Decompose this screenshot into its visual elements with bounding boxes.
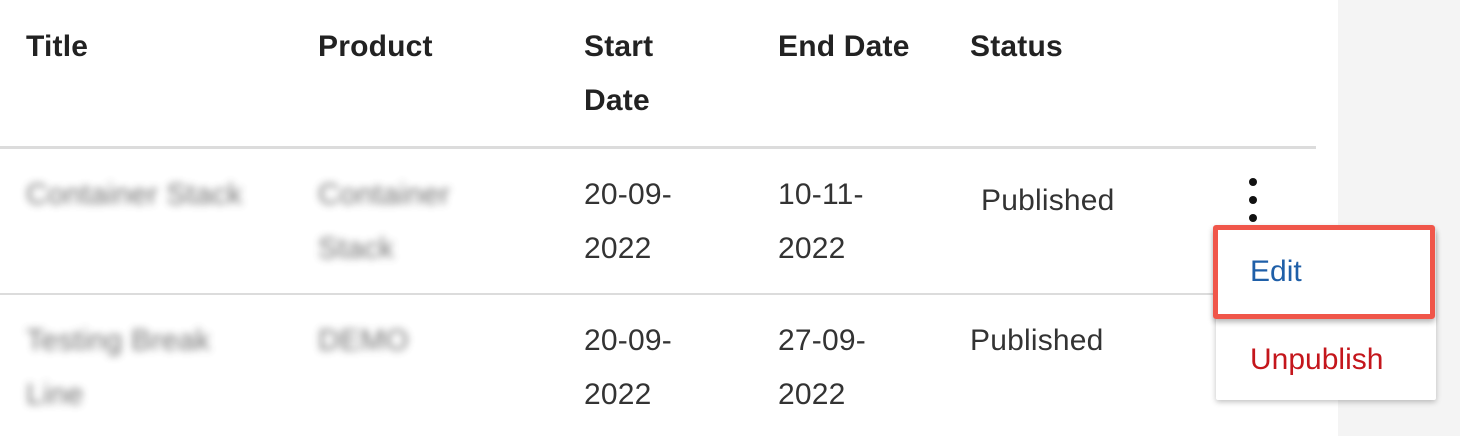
more-vertical-icon[interactable]	[1238, 176, 1268, 224]
row-1-status: Published	[981, 184, 1115, 217]
row-2-status: Published	[970, 324, 1104, 357]
data-table: Title Product Start Date End Date Status…	[0, 30, 1316, 411]
unpublish-menu-item[interactable]: Unpublish	[1250, 343, 1384, 376]
column-header-end-date[interactable]: End Date	[778, 30, 910, 63]
header-divider	[0, 146, 1316, 149]
row-2-end-date: 27-09-2022	[778, 324, 866, 411]
row-1-title: Container Stack	[26, 178, 243, 211]
row-2-title: Testing Break Line	[26, 324, 211, 411]
edit-menu-item[interactable]: Edit	[1250, 255, 1302, 288]
row-2-start-date: 20-09-2022	[584, 324, 672, 411]
row-1-start-date: 20-09-2022	[584, 178, 672, 265]
row-2-product: DEMO	[318, 324, 409, 357]
column-header-product[interactable]: Product	[318, 30, 433, 63]
row-1-end-date: 10-11-2022	[778, 178, 864, 265]
column-header-start-date[interactable]: Start Date	[584, 30, 654, 117]
column-header-status[interactable]: Status	[970, 30, 1063, 63]
column-header-title[interactable]: Title	[26, 30, 89, 63]
row-1-product: Container Stack	[318, 178, 450, 265]
row-divider	[0, 293, 1316, 295]
row-actions-menu: Edit Unpublish	[1216, 230, 1436, 400]
